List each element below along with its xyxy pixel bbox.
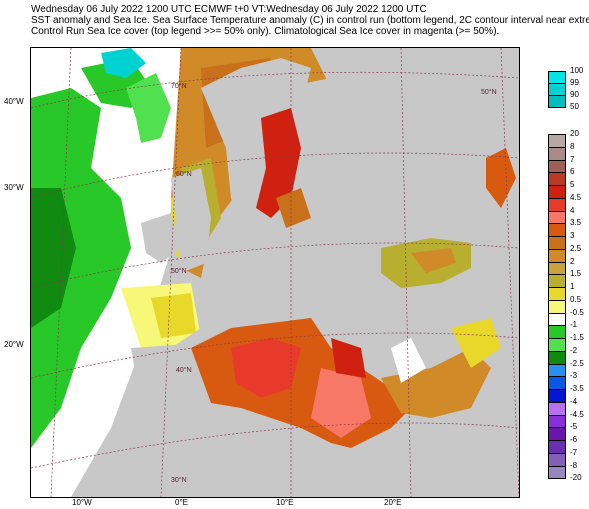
sst-legend-tick-label: 5	[570, 180, 575, 189]
sst-legend-swatch	[548, 185, 566, 199]
sst-legend-tick-label: -3	[570, 371, 578, 381]
sst-legend-tick-label: -1.5	[570, 333, 584, 342]
lat-label-60n: 60°N	[176, 170, 192, 178]
graticule	[31, 48, 519, 497]
sst-legend-tick-label: 7	[570, 154, 575, 164]
sea-ice-patch	[101, 48, 146, 78]
sst-legend-tick-label: 2	[570, 256, 575, 266]
sst-legend-tick-label: -5	[570, 422, 578, 432]
negative-anomaly-atlantic	[31, 88, 131, 448]
sst-legend-swatch	[548, 440, 566, 454]
sst-legend-swatch	[548, 338, 566, 352]
sst-legend-swatch	[548, 248, 566, 263]
great-britain	[171, 168, 211, 273]
lat-label-50n-right: 50°N	[481, 88, 497, 96]
lat-label-40n: 40°N	[176, 366, 192, 374]
sst-legend-tick-label: -3.5	[570, 384, 584, 393]
lon-label-20e: 20°E	[384, 498, 402, 507]
sst-legend-tick-label: -6	[570, 435, 578, 444]
sst-legend-swatch	[548, 312, 566, 327]
sst-legend-swatch	[548, 134, 566, 148]
sst-legend-swatch	[548, 452, 566, 467]
sst-legend-tick-label: 4	[570, 205, 575, 215]
sst-legend-tick-label: 2.5	[570, 243, 582, 253]
sst-legend-swatch	[548, 236, 566, 250]
sst-legend-tick-label: 8	[570, 141, 575, 151]
map-panel: 70°N 60°N 50°N 40°N 30°N 50°N	[30, 47, 520, 498]
map-canvas: 70°N 60°N 50°N 40°N 30°N 50°N	[31, 48, 519, 497]
sst-legend-swatch	[548, 414, 566, 429]
scandinavia	[201, 58, 311, 228]
sst-legend-tick-label: -4	[570, 396, 578, 406]
sst-legend-swatch	[548, 389, 566, 403]
sst-legend-tick-label: 1.5	[570, 269, 582, 279]
map-title-line-3: Control Run Sea Ice cover (top legend >>…	[31, 26, 500, 37]
sst-legend-swatch	[548, 427, 566, 441]
sst-legend-tick-label: -1	[570, 320, 578, 330]
lon-label-40w: 40°W	[4, 97, 24, 106]
sst-legend-tick-label: -20	[570, 473, 582, 483]
sst-legend-swatch	[548, 172, 566, 186]
sst-legend-tick-label: -8	[570, 460, 578, 470]
negative-anomaly-patch	[126, 73, 171, 143]
biscay-mild	[151, 293, 196, 338]
strong-negative-anomaly	[31, 188, 76, 328]
lat-label-70n: 70°N	[171, 82, 187, 90]
lon-label-0e: 0°E	[175, 498, 188, 507]
lon-label-30w: 30°W	[4, 183, 24, 192]
western-med-hot	[231, 338, 301, 398]
sst-legend-tick-label: 4.5	[570, 192, 582, 202]
ice-legend-tick-label: 50	[570, 102, 579, 111]
adriatic-hot	[331, 338, 366, 378]
sst-legend-swatch	[548, 223, 566, 237]
lat-label-50n-left: 50°N	[171, 267, 187, 275]
sst-legend-swatch	[548, 261, 566, 276]
central-med-hot	[311, 368, 371, 438]
ireland	[141, 213, 181, 263]
sst-legend-tick-label: -2.5	[570, 358, 584, 368]
eastern-med-warm	[381, 348, 491, 418]
levant-mild	[451, 318, 501, 368]
sst-legend-tick-label: -0.5	[570, 307, 584, 317]
sst-legend-swatch	[548, 274, 566, 288]
ice-legend-swatch	[548, 95, 566, 108]
sst-legend-swatch	[548, 465, 566, 480]
lon-label-20w: 20°W	[4, 340, 24, 349]
sst-legend-tick-label: 3	[570, 231, 575, 240]
lat-label-30n: 30°N	[171, 476, 187, 484]
sst-legend-swatch	[548, 376, 566, 390]
sst-legend-tick-label: 6	[570, 167, 575, 177]
caspian-warm	[486, 148, 516, 208]
baltic-sea-hot	[256, 108, 301, 218]
map-title-line-1: Wednesday 06 July 2022 1200 UTC ECMWF t+…	[31, 4, 427, 15]
ice-legend-tick-label: 100	[570, 66, 584, 75]
sst-legend-swatch	[548, 299, 566, 314]
inner-lat-labels: 70°N 60°N 50°N 40°N 30°N 50°N	[171, 82, 497, 484]
sst-legend-swatch	[548, 159, 566, 174]
sst-legend-tick-label: 3.5	[570, 218, 582, 228]
sst-legend-tick-label: -7	[570, 447, 578, 457]
ice-legend-tick-label: 90	[570, 90, 579, 99]
sst-legend-swatch	[548, 210, 566, 225]
sst-legend-tick-label: -2	[570, 345, 578, 355]
black-sea-warm	[411, 248, 456, 273]
aegean-neutral	[391, 338, 426, 383]
sst-legend-swatch	[548, 401, 566, 416]
lon-label-10e: 10°E	[276, 498, 294, 507]
sst-legend-tick-label: 20	[570, 129, 579, 138]
sst-legend-swatch	[548, 146, 566, 161]
map-title-line-2: SST anomaly and Sea Ice. Sea Surface Tem…	[31, 15, 589, 26]
sst-legend-tick-label: 1	[570, 282, 575, 291]
sst-legend-swatch	[548, 325, 566, 339]
sst-legend-swatch	[548, 350, 566, 365]
sst-legend-swatch	[548, 197, 566, 212]
sst-legend-swatch	[548, 363, 566, 378]
sst-legend-tick-label: 0.5	[570, 294, 582, 304]
sst-legend-tick-label: -4.5	[570, 409, 584, 419]
ice-legend-tick-label: 99	[570, 78, 579, 87]
sst-legend-swatch	[548, 287, 566, 301]
lon-label-10w: 10°W	[72, 498, 92, 507]
baltic-south	[276, 188, 311, 228]
